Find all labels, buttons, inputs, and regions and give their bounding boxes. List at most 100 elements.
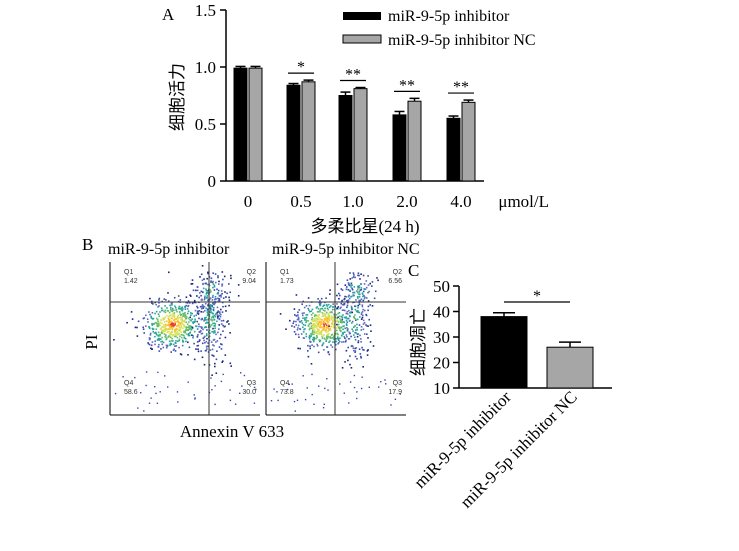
flow-event bbox=[360, 357, 362, 359]
flow-event bbox=[189, 302, 191, 304]
flow-event bbox=[320, 320, 323, 323]
flow-event bbox=[210, 341, 213, 343]
flow-event bbox=[211, 374, 213, 376]
flow-event bbox=[318, 314, 320, 316]
flow-event bbox=[209, 288, 211, 291]
flow-event bbox=[201, 356, 204, 359]
flow-event bbox=[189, 318, 191, 321]
flow-event bbox=[331, 346, 334, 348]
flow-event bbox=[175, 309, 177, 311]
flow-event bbox=[360, 288, 363, 291]
flow-event bbox=[143, 317, 146, 319]
flow-event bbox=[360, 329, 363, 331]
flow-event bbox=[337, 306, 340, 308]
flow-event bbox=[360, 283, 362, 285]
flow-event bbox=[302, 314, 304, 317]
flow-event bbox=[221, 343, 223, 346]
flow-event bbox=[157, 335, 159, 337]
flow-event bbox=[174, 320, 176, 323]
flow-event bbox=[319, 303, 321, 305]
flow-event bbox=[163, 324, 165, 326]
flow-event bbox=[171, 327, 174, 330]
flow-event bbox=[360, 298, 363, 300]
bar-inhibitor bbox=[480, 316, 528, 389]
flow-event bbox=[356, 290, 358, 292]
flow-event bbox=[313, 336, 315, 339]
flow-event bbox=[296, 399, 299, 401]
flow-event bbox=[339, 319, 342, 322]
flow-event bbox=[165, 338, 167, 341]
flow-event bbox=[346, 286, 348, 288]
flow-event bbox=[188, 327, 191, 330]
flow-event bbox=[332, 306, 334, 308]
flow-event bbox=[148, 325, 150, 328]
flow-event bbox=[357, 285, 359, 288]
flow-event bbox=[169, 336, 172, 339]
flow-event bbox=[326, 307, 329, 310]
panel-c-label: C bbox=[408, 261, 419, 280]
flow-event bbox=[316, 336, 318, 338]
flow-event bbox=[347, 359, 349, 362]
flow-event bbox=[190, 312, 192, 314]
flow-event bbox=[182, 320, 185, 322]
flow-event bbox=[328, 315, 331, 317]
flow-event bbox=[194, 397, 196, 399]
flow-event bbox=[326, 320, 329, 322]
flow-event bbox=[180, 331, 183, 334]
flow-event bbox=[174, 333, 177, 335]
bar-inhibitor-nc bbox=[248, 67, 263, 182]
flow-event bbox=[217, 311, 220, 313]
flow-event bbox=[335, 343, 337, 346]
flow-event bbox=[359, 353, 362, 355]
flow-event bbox=[350, 284, 352, 286]
flow-event bbox=[168, 335, 170, 337]
significance-label: ** bbox=[345, 67, 361, 84]
bar-inhibitor bbox=[233, 67, 248, 182]
flow-event bbox=[182, 312, 184, 315]
y-tick-label: 10 bbox=[433, 379, 450, 398]
flow-event bbox=[319, 325, 322, 327]
flow-event bbox=[314, 326, 316, 328]
quadrant-name: Q4 bbox=[280, 380, 289, 387]
flow-event bbox=[177, 295, 180, 297]
flow-event bbox=[336, 294, 338, 297]
flow-event bbox=[151, 312, 154, 314]
flow-event bbox=[162, 329, 165, 331]
flow-event bbox=[241, 385, 243, 387]
flow-event bbox=[175, 318, 178, 320]
flow-event bbox=[204, 335, 206, 338]
flow-event bbox=[172, 313, 175, 315]
flow-event bbox=[197, 312, 200, 315]
flow-event bbox=[367, 337, 369, 339]
flow-event bbox=[330, 318, 333, 321]
flow-event bbox=[316, 315, 319, 317]
flow-event bbox=[214, 302, 216, 304]
flow-event bbox=[320, 322, 322, 324]
flow-event bbox=[183, 321, 185, 323]
flow-event bbox=[149, 313, 151, 316]
flow-event bbox=[165, 299, 167, 301]
flow-event bbox=[205, 326, 208, 328]
flow-event bbox=[323, 329, 325, 331]
flow-event bbox=[196, 312, 199, 314]
flow-event bbox=[181, 320, 184, 322]
flow-event bbox=[196, 289, 199, 292]
flow-event bbox=[313, 339, 315, 341]
flow-event bbox=[342, 331, 344, 334]
flow-event bbox=[174, 323, 176, 325]
flow-plot-inhibitor-nc: Q1 1.73 Q2 6.56 Q4 73.8 Q3 17.9 bbox=[265, 262, 406, 416]
flow-y-axis-title: PI bbox=[82, 334, 101, 349]
flow-event bbox=[204, 342, 206, 344]
flow-event bbox=[191, 283, 194, 285]
flow-event bbox=[205, 346, 208, 348]
flow-event bbox=[219, 337, 221, 340]
flow-event bbox=[321, 315, 324, 317]
flow-event bbox=[169, 335, 172, 337]
flow-event bbox=[307, 297, 310, 299]
flow-event bbox=[346, 306, 348, 309]
flow-event bbox=[200, 332, 203, 335]
flow-event bbox=[336, 307, 339, 309]
flow-event bbox=[308, 334, 311, 337]
flow-event bbox=[357, 340, 360, 342]
flow-event bbox=[219, 311, 221, 313]
